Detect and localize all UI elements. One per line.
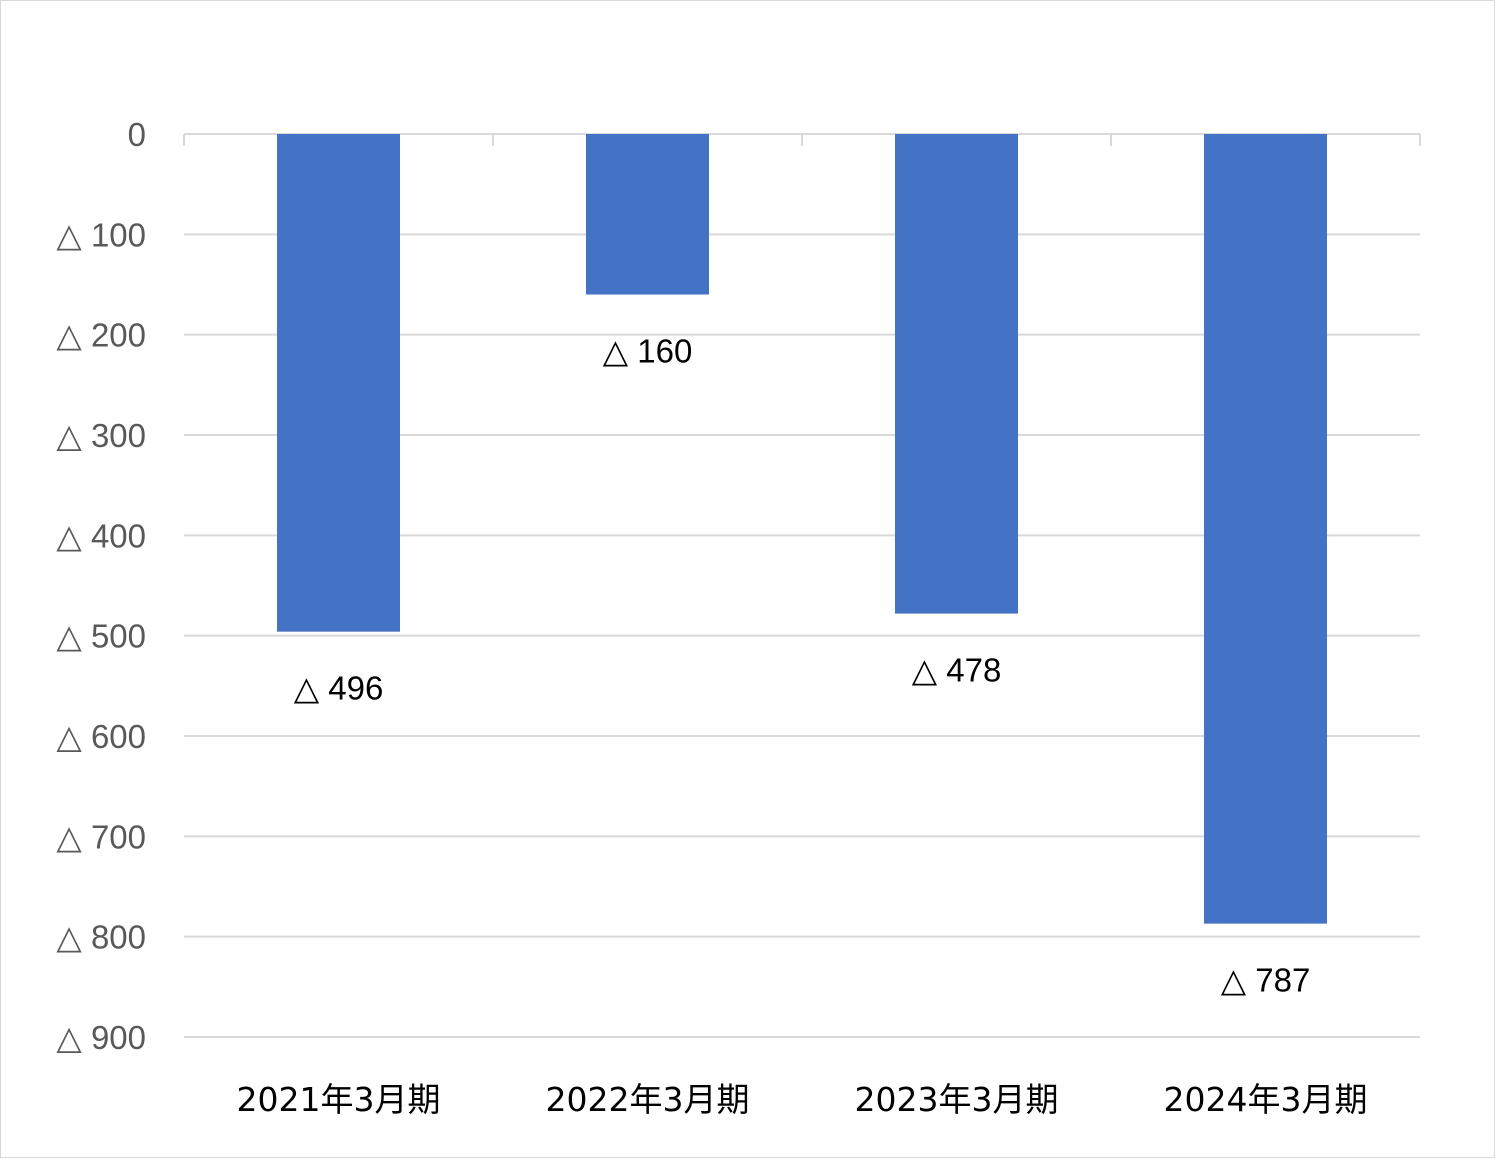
bar	[586, 134, 709, 295]
x-category-label: 2024年3月期	[1164, 1080, 1368, 1119]
y-tick-label: △ 700	[56, 818, 146, 855]
bar	[895, 134, 1018, 614]
y-tick-label: △ 400	[56, 517, 146, 554]
y-tick-label: △ 900	[56, 1019, 146, 1056]
x-category-label: 2023年3月期	[855, 1080, 1059, 1119]
y-tick-label: △ 100	[56, 216, 146, 253]
data-label: △ 496	[294, 670, 384, 707]
x-category-label: 2022年3月期	[546, 1080, 750, 1119]
y-tick-label: 0	[128, 116, 146, 153]
x-category-label: 2021年3月期	[237, 1080, 441, 1119]
bar	[277, 134, 400, 632]
data-label: △ 787	[1221, 962, 1311, 999]
y-tick-label: △ 800	[56, 919, 146, 956]
y-tick-label: △ 200	[56, 317, 146, 354]
y-tick-label: △ 500	[56, 618, 146, 655]
data-label: △ 160	[603, 333, 693, 370]
data-label: △ 478	[912, 652, 1002, 689]
y-tick-label: △ 300	[56, 417, 146, 454]
y-tick-label: △ 600	[56, 718, 146, 755]
bar	[1204, 134, 1327, 924]
